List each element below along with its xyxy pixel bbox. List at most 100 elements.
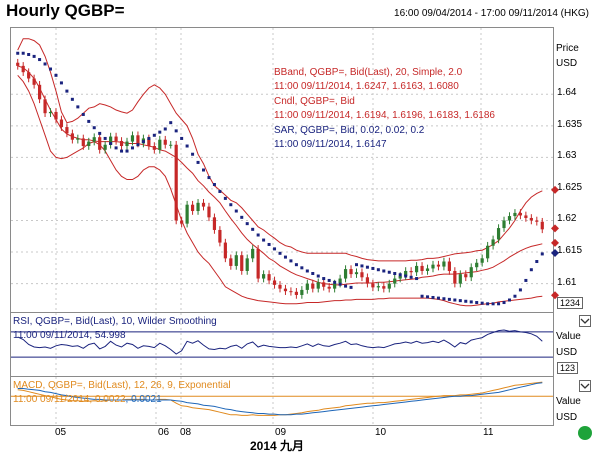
sar-dot bbox=[218, 189, 222, 193]
sar-dot bbox=[426, 295, 430, 299]
sar-legend: SAR, QGBP=, Bid, 0.02, 0.02, 0.2 11:00 0… bbox=[274, 124, 424, 152]
candle-body bbox=[21, 65, 25, 73]
sar-dot bbox=[120, 149, 124, 153]
candle-body bbox=[185, 204, 189, 224]
collapse-macd-icon[interactable] bbox=[579, 380, 591, 392]
rsi-scale-tag[interactable]: 123 bbox=[557, 362, 579, 374]
sar-dot bbox=[409, 275, 413, 279]
candle-body bbox=[267, 274, 271, 281]
price-tick-label: 1.615 bbox=[557, 245, 583, 257]
bband-legend-value: 11:00 09/11/2014, 1.6247, 1.6163, 1.6080 bbox=[274, 81, 459, 92]
sar-dot bbox=[54, 73, 58, 77]
candle-body bbox=[130, 135, 135, 142]
candle-body bbox=[152, 146, 156, 150]
price-plot bbox=[11, 28, 553, 312]
sar-dot bbox=[21, 51, 25, 55]
rsi-line bbox=[17, 329, 543, 355]
sar-dot bbox=[130, 146, 134, 150]
candle-body bbox=[229, 258, 233, 266]
candle-body bbox=[207, 206, 211, 218]
price-tick-label: 1.63 bbox=[557, 150, 577, 162]
candle-body bbox=[103, 144, 107, 150]
sar-dot bbox=[436, 296, 440, 300]
sar-dot bbox=[458, 299, 462, 303]
sar-dot bbox=[333, 280, 337, 284]
sar-dot bbox=[322, 277, 326, 281]
sar-dot bbox=[65, 89, 69, 93]
candle-body bbox=[376, 286, 380, 288]
candle-body bbox=[458, 274, 462, 284]
candle-body bbox=[365, 277, 370, 284]
price-tick-label: 1.62 bbox=[557, 213, 577, 225]
rsi-pane[interactable]: RSI, QGBP=, Bid(Last), 10, Wilder Smooth… bbox=[10, 312, 554, 377]
sar-dot bbox=[540, 252, 544, 256]
price-pane[interactable]: BBand, QGBP=, Bid(Last), 20, Simple, 2.0… bbox=[10, 27, 554, 313]
sar-dot bbox=[431, 295, 435, 299]
candle-body bbox=[109, 136, 113, 145]
macd-axis-unit: USD bbox=[556, 412, 578, 423]
candle-body bbox=[513, 212, 517, 217]
sar-dot bbox=[92, 126, 96, 130]
candle-body bbox=[81, 138, 85, 147]
sar-dot bbox=[349, 285, 353, 289]
candle-body bbox=[136, 135, 140, 144]
sar-dot bbox=[311, 272, 315, 276]
x-axis-title: 2014 九月 bbox=[250, 439, 305, 453]
sar-dot bbox=[305, 269, 309, 273]
candle-body bbox=[343, 269, 348, 279]
sar-dot bbox=[185, 144, 189, 148]
sar-dot bbox=[81, 112, 85, 116]
candle-body bbox=[464, 274, 468, 278]
collapse-rsi-icon[interactable] bbox=[579, 315, 591, 327]
candle-body bbox=[245, 258, 249, 271]
status-indicator-icon[interactable] bbox=[577, 425, 593, 441]
candle-body bbox=[486, 245, 490, 259]
candle-body bbox=[87, 141, 91, 147]
price-tick-label: 1.635 bbox=[557, 118, 583, 130]
candle-body bbox=[201, 202, 206, 207]
sar-dot bbox=[229, 203, 233, 207]
macd-pane[interactable]: MACD, QGBP=, Bid(Last), 12, 26, 9, Expon… bbox=[10, 376, 554, 426]
price-tick-label: 1.61 bbox=[557, 276, 577, 288]
candle-body bbox=[70, 133, 74, 140]
candle-body bbox=[518, 212, 523, 216]
sar-dot bbox=[513, 294, 517, 298]
rsi-plot bbox=[11, 313, 553, 376]
price-tick-label: 1.64 bbox=[557, 87, 577, 99]
candle-body bbox=[333, 283, 337, 289]
sar-dot bbox=[535, 260, 539, 264]
candle-body bbox=[32, 78, 36, 85]
price-axis-title: Price bbox=[556, 43, 579, 54]
sar-dot bbox=[404, 274, 408, 278]
candle-legend: Cndl, QGBP=, Bid 11:00 09/11/2014, 1.619… bbox=[274, 95, 495, 123]
candle-body bbox=[256, 248, 260, 279]
price-scale-tag[interactable]: 1234 bbox=[557, 297, 584, 309]
candle-body bbox=[371, 283, 375, 288]
candle-body bbox=[349, 269, 353, 275]
candle-body bbox=[283, 288, 288, 292]
sar-dot bbox=[278, 251, 282, 255]
candle-body bbox=[524, 215, 528, 218]
sar-dot bbox=[76, 105, 80, 109]
x-tick-label: 10 bbox=[375, 427, 387, 438]
candle-body bbox=[398, 276, 402, 279]
x-tick-label: 06 bbox=[158, 427, 170, 438]
candle-body bbox=[48, 111, 53, 114]
macd-value: 0.0022 bbox=[94, 394, 126, 405]
sar-dot bbox=[398, 273, 402, 277]
bband-upper-line bbox=[17, 38, 543, 262]
sar-dot bbox=[59, 81, 63, 85]
chart-title: Hourly QGBP= bbox=[6, 1, 125, 20]
rsi-axis-title: Value bbox=[556, 331, 581, 342]
sar-dot bbox=[174, 129, 178, 133]
candle-body bbox=[223, 242, 227, 259]
sar-dot bbox=[316, 274, 320, 278]
macd-axis-title: Value bbox=[556, 396, 581, 407]
sar-dot bbox=[32, 54, 36, 58]
sar-dot bbox=[109, 141, 113, 145]
candle-body bbox=[54, 111, 58, 120]
sar-dot bbox=[125, 149, 129, 153]
sar-dot bbox=[382, 269, 386, 273]
sar-dot bbox=[251, 227, 255, 231]
last-value-markers bbox=[551, 185, 559, 300]
